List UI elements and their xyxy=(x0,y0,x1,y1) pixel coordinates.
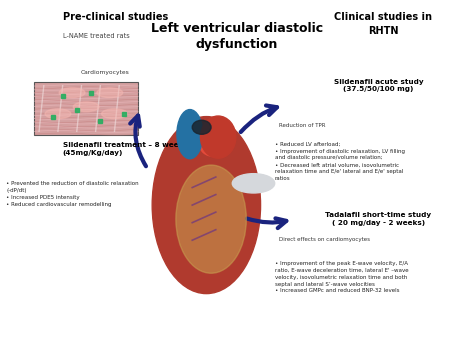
Text: Left ventricular diastolic
dysfunction: Left ventricular diastolic dysfunction xyxy=(151,22,323,51)
Ellipse shape xyxy=(59,88,85,98)
Ellipse shape xyxy=(45,109,71,119)
Text: Direct effects on cardiomyocytes: Direct effects on cardiomyocytes xyxy=(279,237,370,242)
Text: • Reduced LV afterload;
• Improvement of diastolic relaxation, LV filling
and di: • Reduced LV afterload; • Improvement of… xyxy=(275,142,405,181)
Text: Sildenafil treatment – 8 weeks
(45mg/Kg/day): Sildenafil treatment – 8 weeks (45mg/Kg/… xyxy=(63,142,188,156)
Text: Tadalafil short-time study
( 20 mg/day - 2 weeks): Tadalafil short-time study ( 20 mg/day -… xyxy=(325,212,431,225)
Ellipse shape xyxy=(232,174,275,193)
Ellipse shape xyxy=(176,165,246,273)
Text: • Improvement of the peak E-wave velocity, E/A
ratio, E-wave deceleration time, : • Improvement of the peak E-wave velocit… xyxy=(275,261,408,293)
Text: • Prevented the reduction of diastolic relaxation
(-dP/dt)
• Increased PDE5 inte: • Prevented the reduction of diastolic r… xyxy=(6,181,139,207)
Text: Pre-clinical studies: Pre-clinical studies xyxy=(63,12,168,22)
Text: Sildenafil acute study
(37.5/50/100 mg): Sildenafil acute study (37.5/50/100 mg) xyxy=(334,79,423,92)
Ellipse shape xyxy=(192,120,211,134)
FancyBboxPatch shape xyxy=(35,82,138,135)
Text: Reduction of TPR: Reduction of TPR xyxy=(279,122,326,127)
Ellipse shape xyxy=(152,116,261,293)
Text: Clinical studies in
RHTN: Clinical studies in RHTN xyxy=(334,12,432,36)
Ellipse shape xyxy=(97,88,123,98)
Ellipse shape xyxy=(199,132,228,156)
Text: Cardiomyocytes: Cardiomyocytes xyxy=(81,70,129,75)
Ellipse shape xyxy=(177,110,203,159)
Text: L-NAME treated rats: L-NAME treated rats xyxy=(63,33,129,39)
Ellipse shape xyxy=(73,102,99,112)
Ellipse shape xyxy=(201,116,236,158)
Ellipse shape xyxy=(101,109,128,119)
